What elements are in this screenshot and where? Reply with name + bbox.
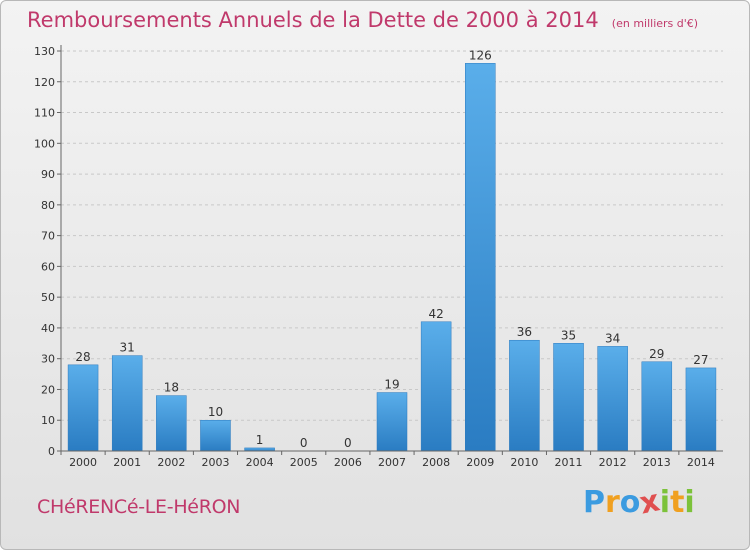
y-tick-label: 90 — [41, 168, 55, 181]
data-label-2007: 19 — [384, 378, 399, 392]
data-label-2006: 0 — [344, 436, 352, 450]
x-tick-label: 2012 — [599, 456, 627, 469]
x-tick-labels: 2000 2001 2002 2003 2004 2005 2006 2007 2008 2009… — [69, 456, 715, 469]
logo-letter: t — [670, 485, 685, 520]
x-tick-label: 2001 — [113, 456, 141, 469]
data-label-2012: 34 — [605, 331, 620, 345]
bar-2012 — [597, 346, 628, 452]
y-tick-labels: 0 10 20 30 40 50 60 70 80 90 100 110 120 130 — [34, 45, 55, 458]
bar-2001 — [111, 355, 143, 452]
y-tick-label: 120 — [34, 76, 55, 89]
bar-2013 — [641, 361, 673, 452]
y-tick-label: 20 — [41, 383, 55, 396]
y-tick-label: 70 — [41, 230, 55, 243]
proxiti-logo: Proxiti — [583, 483, 695, 521]
x-tick-label: 2014 — [687, 456, 715, 469]
logo-letter: o — [619, 485, 641, 520]
data-label-2014: 27 — [693, 353, 708, 367]
y-tick-label: 40 — [41, 322, 55, 335]
data-label-2002: 18 — [164, 381, 179, 395]
data-label-2004: 1 — [256, 433, 264, 447]
x-tick-label: 2000 — [69, 456, 97, 469]
data-label-2008: 42 — [428, 307, 443, 321]
y-tick-label: 130 — [34, 45, 55, 58]
x-tick-label: 2006 — [334, 456, 362, 469]
bars — [67, 63, 717, 452]
x-tick-label: 2013 — [643, 456, 671, 469]
data-label-2005: 0 — [300, 436, 308, 450]
y-tick-label: 60 — [41, 260, 55, 273]
y-tick-label: 50 — [41, 291, 55, 304]
data-label-2013: 29 — [649, 347, 664, 361]
x-tick-label: 2002 — [157, 456, 185, 469]
data-label-2003: 10 — [208, 405, 223, 419]
bar-2003 — [200, 419, 231, 452]
x-tick-label: 2007 — [378, 456, 406, 469]
bar-2000 — [67, 364, 99, 452]
logo-letter: P — [583, 485, 605, 520]
y-tick-label: 80 — [41, 199, 55, 212]
data-label-2009: 126 — [469, 48, 492, 62]
logo-letter: i — [684, 485, 695, 520]
logo-letter: i — [659, 485, 671, 520]
x-tick-label: 2004 — [246, 456, 274, 469]
bar-2010 — [509, 339, 540, 452]
chart-title: Remboursements Annuels de la Dette de 20… — [27, 8, 599, 32]
y-tick-label: 100 — [34, 137, 55, 150]
data-label-2001: 31 — [120, 341, 135, 355]
x-tick-label: 2010 — [510, 456, 538, 469]
x-tick-label: 2011 — [555, 456, 583, 469]
x-tick-label: 2008 — [422, 456, 450, 469]
bar-2014 — [685, 367, 717, 452]
logo-letter: r — [605, 485, 620, 520]
commune-name: CHéRENCé-LE-HéRON — [37, 496, 241, 518]
y-tick-label: 30 — [41, 353, 55, 366]
chart-unit: (en milliers d'€) — [611, 17, 699, 30]
x-tick-label: 2003 — [201, 456, 229, 469]
data-label-2011: 35 — [561, 328, 576, 342]
bar-2002 — [156, 395, 187, 452]
bar-2011 — [553, 343, 584, 452]
bar-2009 — [465, 63, 496, 452]
axes — [57, 45, 723, 455]
bar-2007 — [376, 392, 408, 452]
data-label-2010: 36 — [517, 325, 532, 339]
data-label-2000: 28 — [75, 350, 90, 364]
x-tick-label: 2005 — [290, 456, 318, 469]
chart-title-row: Remboursements Annuels de la Dette de 20… — [27, 8, 698, 32]
y-tick-label: 10 — [41, 414, 55, 427]
y-tick-label: 0 — [48, 445, 55, 458]
y-tick-label: 110 — [34, 107, 55, 120]
x-tick-label: 2009 — [466, 456, 494, 469]
bar-2008 — [420, 321, 452, 452]
